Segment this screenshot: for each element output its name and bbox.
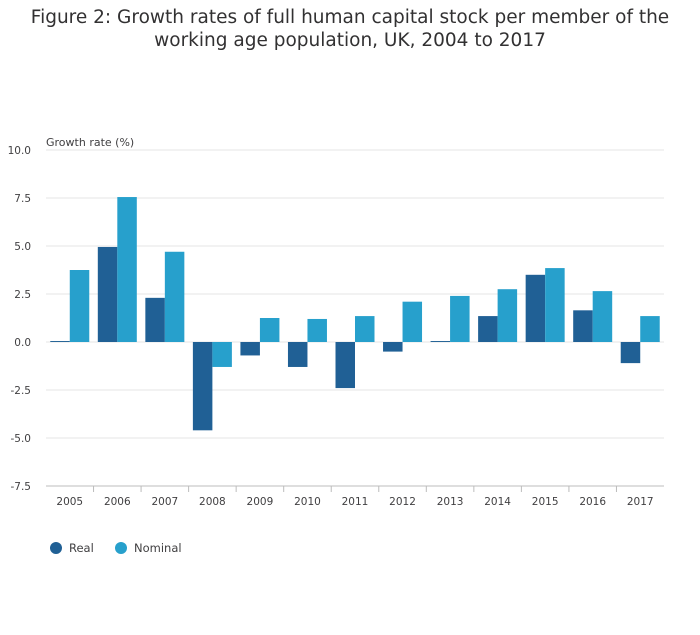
x-tick-label: 2008 xyxy=(199,496,226,508)
x-tick-label: 2011 xyxy=(342,496,369,508)
bar-real-2012 xyxy=(383,342,403,352)
bar-real-2010 xyxy=(287,342,308,367)
gridlines xyxy=(46,149,664,487)
x-tick-label: 2015 xyxy=(532,496,559,508)
bar-real-2007 xyxy=(145,297,165,342)
x-tick-label: 2007 xyxy=(151,496,178,508)
legend: Real Nominal xyxy=(50,541,182,555)
chart-title-line-1: Figure 2: Growth rates of full human cap… xyxy=(30,7,670,28)
y-tick-label: -2.5 xyxy=(11,385,32,397)
x-tick-label: 2006 xyxy=(104,496,131,508)
bar-nominal-2013 xyxy=(450,295,470,342)
legend-swatch-nominal xyxy=(115,542,127,554)
bar-nominal-2008 xyxy=(212,342,232,367)
bar-nominal-2017 xyxy=(640,316,660,342)
y-tick-label: 2.5 xyxy=(14,289,31,301)
y-tick-label: -7.5 xyxy=(11,481,32,493)
bar-nominal-2005 xyxy=(69,270,90,342)
chart-title: Figure 2: Growth rates of full human cap… xyxy=(0,6,700,52)
bar-real-2013 xyxy=(430,341,451,342)
y-tick-label: 0.0 xyxy=(14,337,31,349)
y-tick-label: 7.5 xyxy=(14,193,31,205)
bar-nominal-2015 xyxy=(545,268,565,342)
bar-nominal-2012 xyxy=(402,301,423,342)
legend-label-real: Real xyxy=(69,541,94,555)
axes: 10.0 7.5 5.0 2.5 0.0 -2.5 -5.0 -7.5 2005 2006 2007… xyxy=(8,145,654,508)
bar-nominal-2014 xyxy=(497,289,518,342)
x-tick-label: 2013 xyxy=(437,496,464,508)
y-axis-label: Growth rate (%) xyxy=(46,136,134,149)
x-tick-label: 2014 xyxy=(484,496,511,508)
bar-real-2005 xyxy=(50,341,70,342)
bar-nominal-2011 xyxy=(355,316,375,342)
y-tick-label: 10.0 xyxy=(8,145,31,157)
bar-real-2008 xyxy=(192,342,213,431)
bar-real-2015 xyxy=(525,274,546,342)
bar-nominal-2016 xyxy=(592,291,613,342)
y-tick-label: 5.0 xyxy=(14,241,31,253)
bar-real-2011 xyxy=(335,342,355,389)
bar-real-2009 xyxy=(240,342,260,356)
x-tick-label: 2005 xyxy=(56,496,83,508)
x-tick-label: 2010 xyxy=(294,496,321,508)
bar-real-2006 xyxy=(97,246,118,342)
bar-nominal-2006 xyxy=(117,197,137,342)
x-tick-label: 2009 xyxy=(247,496,274,508)
bar-real-2016 xyxy=(573,310,593,342)
x-tick-label: 2012 xyxy=(389,496,416,508)
bar-real-2014 xyxy=(478,316,498,342)
bar-nominal-2009 xyxy=(259,318,280,342)
legend-label-nominal: Nominal xyxy=(134,541,182,555)
bar-nominal-2010 xyxy=(307,318,327,342)
x-tick-label: 2016 xyxy=(579,496,606,508)
bar-real-2017 xyxy=(620,342,641,364)
bars xyxy=(50,197,660,431)
bar-nominal-2007 xyxy=(164,251,185,342)
chart-title-line-2: working age population, UK, 2004 to 2017 xyxy=(154,30,546,51)
legend-swatch-real xyxy=(50,542,62,554)
y-tick-label: -5.0 xyxy=(11,433,32,445)
x-tick-label: 2017 xyxy=(627,496,654,508)
